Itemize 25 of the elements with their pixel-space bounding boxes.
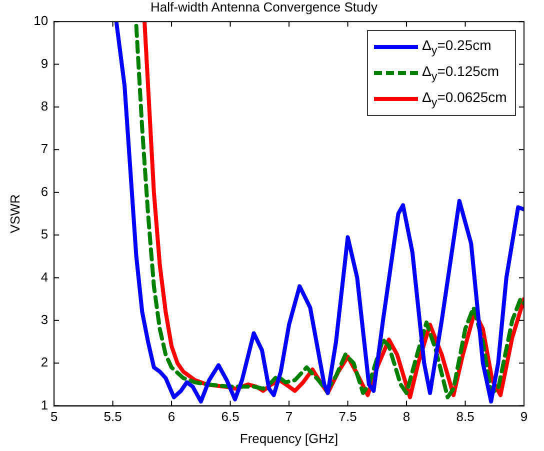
y-tick-label: 2 xyxy=(40,354,48,370)
x-tick-label: 7.5 xyxy=(338,409,357,424)
y-tick-label: 8 xyxy=(40,98,48,114)
y-tick-label: 3 xyxy=(40,312,48,327)
x-tick-label: 6.5 xyxy=(221,409,240,424)
y-tick-label: 4 xyxy=(40,269,48,284)
y-tick-label: 9 xyxy=(40,56,48,71)
x-tick-label: 8.5 xyxy=(456,409,474,424)
x-tick-label: 5 xyxy=(50,409,58,424)
y-tick-label: 5 xyxy=(40,226,48,242)
x-tick-label: 5.5 xyxy=(104,409,122,424)
x-tick-label: 6 xyxy=(168,409,176,424)
y-tick-label: 7 xyxy=(40,141,48,156)
y-tick-label: 6 xyxy=(40,184,48,199)
chart-title: Half-width Antenna Convergence Study xyxy=(150,0,378,14)
y-tick-label: 10 xyxy=(34,13,48,28)
x-axis-title: Frequency [GHz] xyxy=(240,430,338,446)
legend-label: Δ$_{y}$=0.0625cm xyxy=(422,88,507,108)
x-tick-label: 8 xyxy=(402,409,410,424)
y-axis-title: VSWR xyxy=(7,194,22,234)
legend-label: Δ$_{y}$=0.125cm xyxy=(422,62,500,82)
x-tick-label: 9 xyxy=(520,409,528,424)
y-tick-label: 1 xyxy=(40,397,48,412)
x-tick-label: 7 xyxy=(285,409,293,424)
legend-label: Δ$_{y}$=0.25cm xyxy=(422,36,492,56)
